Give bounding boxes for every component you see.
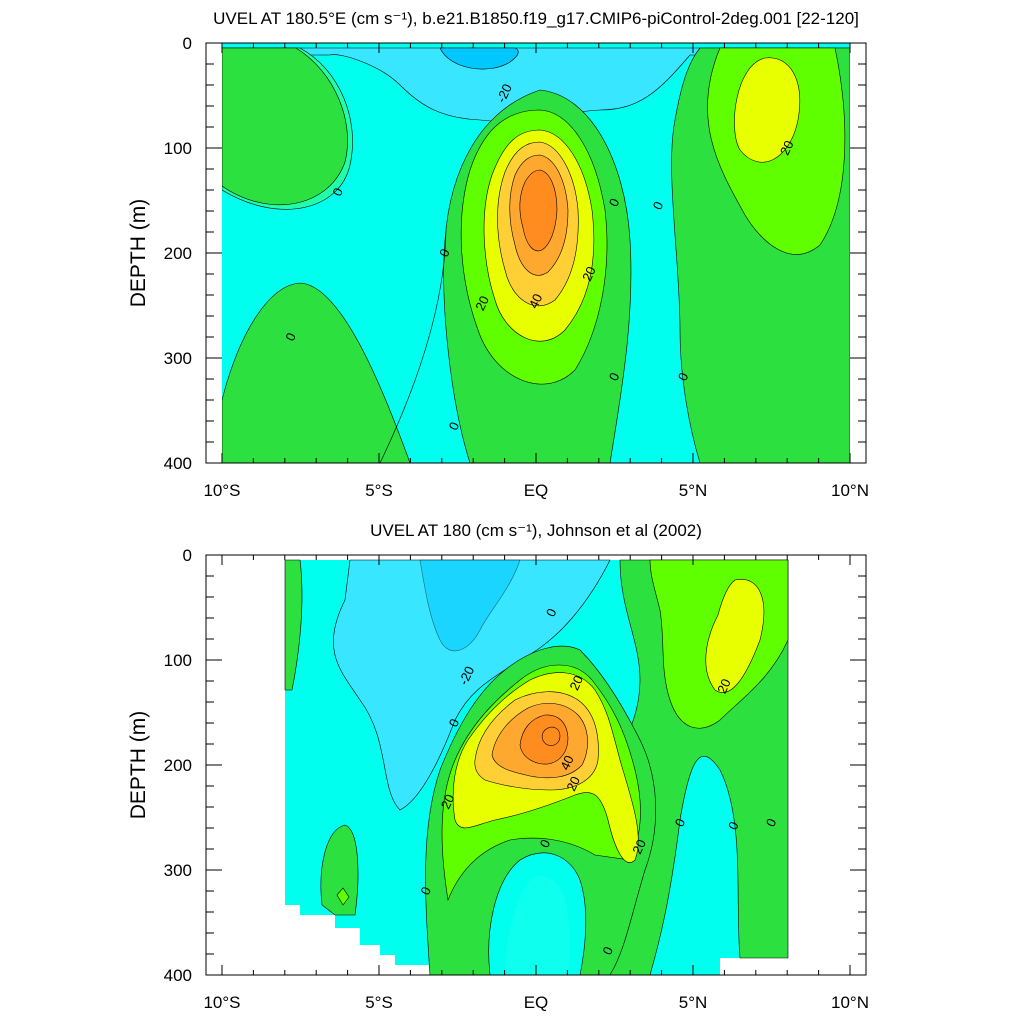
top-y-axis-label: DEPTH (m)	[127, 199, 150, 308]
y-tick-label: 0	[183, 34, 192, 53]
contour-label: 20	[579, 264, 599, 283]
y-tick-label: 400	[164, 966, 192, 985]
contour-label: -20	[456, 664, 478, 687]
y-tick-label: 300	[164, 349, 192, 368]
contour-label: -20	[493, 82, 515, 105]
contour-label: 20	[472, 293, 492, 312]
x-tick-label: EQ	[524, 993, 549, 1012]
x-tick-label: EQ	[524, 481, 549, 500]
bottom-contour-fill	[222, 555, 850, 975]
top-panel-title: UVEL AT 180.5°E (cm s⁻¹), b.e21.B1850.f1…	[213, 9, 859, 28]
x-tick-label: 10°S	[203, 481, 240, 500]
contour-label: 20	[629, 837, 649, 856]
top-panel: UVEL AT 180.5°E (cm s⁻¹), b.e21.B1850.f1…	[127, 9, 869, 500]
x-tick-label: 5°S	[365, 481, 393, 500]
y-tick-label: 100	[164, 651, 192, 670]
y-tick-label: 200	[164, 244, 192, 263]
bottom-y-axis-label: DEPTH (m)	[127, 711, 150, 820]
contour-label: 40	[557, 753, 577, 772]
top-contour-fill	[222, 43, 850, 463]
bottom-panel: UVEL AT 180 (cm s⁻¹), Johnson et al (200…	[127, 521, 869, 1012]
contour-label: 40	[526, 291, 546, 310]
y-tick-label: 200	[164, 756, 192, 775]
y-tick-label: 0	[183, 546, 192, 565]
x-tick-label: 5°S	[365, 993, 393, 1012]
bottom-panel-title: UVEL AT 180 (cm s⁻¹), Johnson et al (200…	[370, 521, 702, 540]
x-tick-label: 10°N	[831, 481, 869, 500]
top-y-axis: 0 100 200 300 400	[164, 34, 866, 473]
y-tick-label: 400	[164, 454, 192, 473]
bottom-x-axis: 10°S 5°S EQ 5°N 10°N	[203, 555, 869, 1012]
contour-label: 20	[777, 138, 797, 157]
x-tick-label: 5°N	[679, 993, 708, 1012]
x-tick-label: 10°S	[203, 993, 240, 1012]
y-tick-label: 300	[164, 861, 192, 880]
contour-label: 20	[563, 774, 583, 793]
x-tick-label: 10°N	[831, 993, 869, 1012]
bottom-y-axis: 0 100 200 300 400	[164, 546, 866, 985]
x-tick-label: 5°N	[679, 481, 708, 500]
top-x-axis: 10°S 5°S EQ 5°N 10°N	[203, 43, 869, 500]
contour-label: 20	[438, 792, 458, 811]
contour-label: 20	[714, 676, 734, 695]
y-tick-label: 100	[164, 139, 192, 158]
contour-label: 20	[567, 673, 587, 692]
